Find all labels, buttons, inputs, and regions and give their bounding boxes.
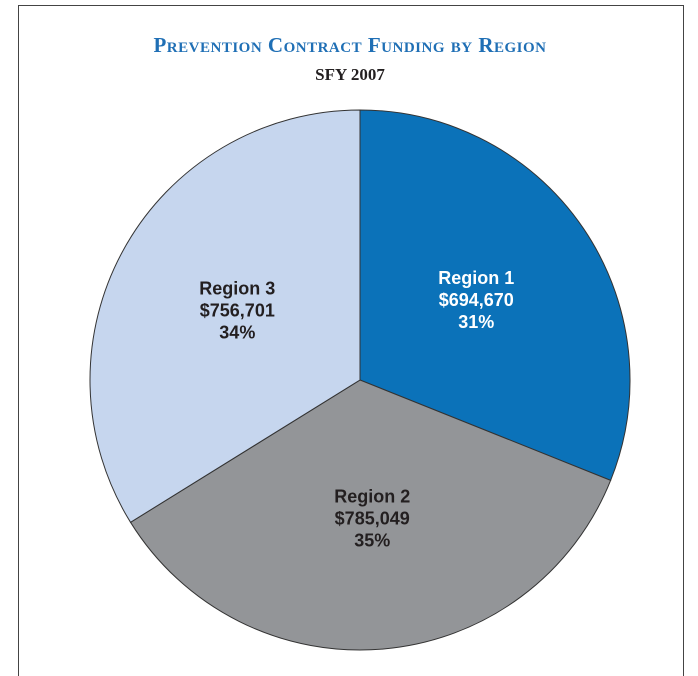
pie-slice bbox=[129, 379, 612, 651]
slice-value-label: $785,049 bbox=[335, 509, 410, 529]
slice-percent-label: 34% bbox=[219, 322, 255, 342]
frame bbox=[18, 5, 684, 676]
pie-slice bbox=[359, 109, 631, 482]
pie-slice bbox=[89, 109, 361, 523]
slice-category: Region 2 bbox=[334, 487, 410, 507]
chart-subtitle: SFY 2007 bbox=[315, 65, 385, 84]
slice-percent-label: 31% bbox=[458, 312, 494, 332]
slice-category: Region 1 bbox=[438, 268, 514, 288]
slice-value-label: $756,701 bbox=[200, 300, 275, 320]
slice-percent-label: 35% bbox=[354, 531, 390, 551]
chart-title: Prevention Contract Funding by Region bbox=[153, 33, 546, 57]
slice-value-label: $694,670 bbox=[439, 290, 514, 310]
slice-category: Region 3 bbox=[199, 278, 275, 298]
